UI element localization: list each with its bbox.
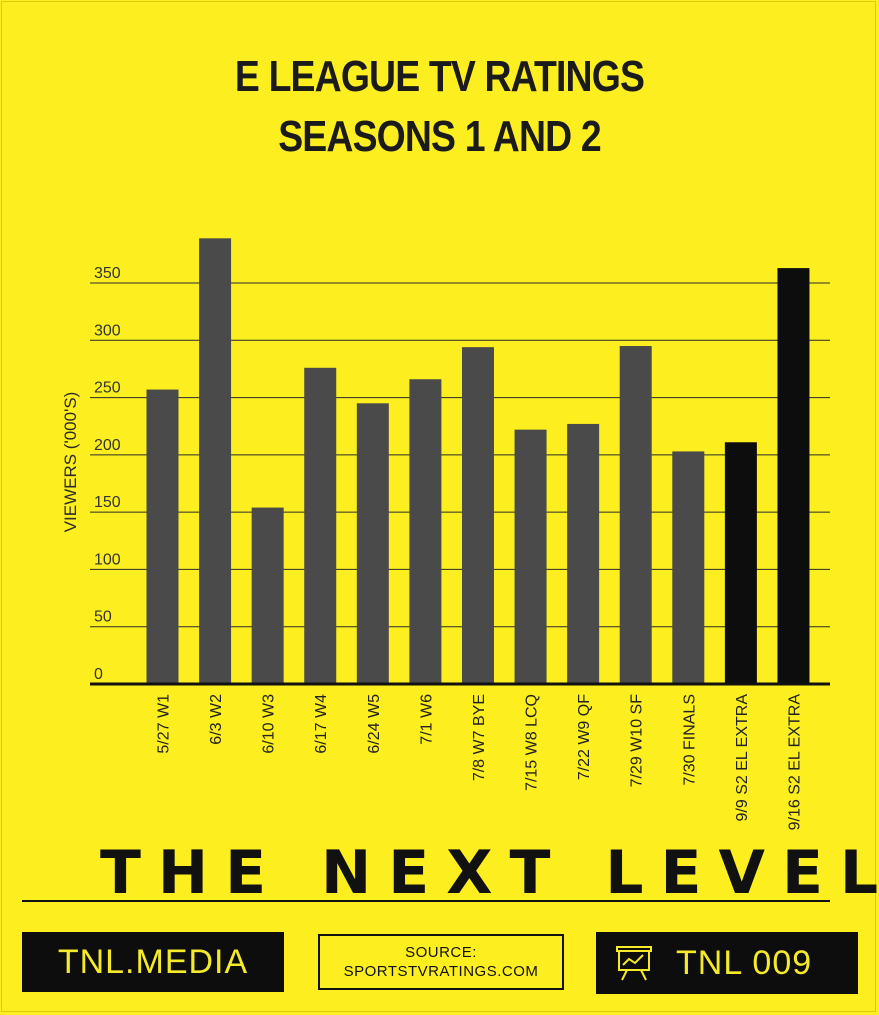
site-badge: TNL.MEDIA bbox=[22, 932, 284, 992]
y-tick-label: 50 bbox=[94, 609, 112, 626]
x-tick-label: 9/16 S2 EL EXTRA bbox=[786, 694, 803, 831]
y-tick-label: 200 bbox=[94, 437, 121, 454]
x-tick-label: 7/22 W9 QF bbox=[576, 694, 593, 780]
presentation-board-icon bbox=[614, 944, 654, 982]
chart-title-line1: E LEAGUE TV RATINGS bbox=[234, 52, 645, 101]
x-tick-label: 7/8 W7 BYE bbox=[471, 694, 488, 781]
y-tick-label: 0 bbox=[94, 666, 103, 683]
bar bbox=[251, 507, 284, 684]
y-tick-label: 350 bbox=[94, 265, 121, 282]
bar bbox=[461, 347, 494, 684]
x-tick-label: 6/17 W4 bbox=[313, 694, 330, 754]
x-tick-label: 7/30 FINALS bbox=[681, 694, 698, 786]
x-tick-label: 7/1 W6 bbox=[418, 694, 435, 745]
y-axis-label: VIEWERS ('000'S) bbox=[61, 392, 80, 533]
brand-underline bbox=[22, 900, 830, 902]
bar bbox=[146, 389, 179, 684]
y-tick-label: 250 bbox=[94, 380, 121, 397]
site-label: TNL.MEDIA bbox=[57, 942, 249, 981]
y-tick-label: 150 bbox=[94, 494, 121, 511]
bar bbox=[199, 238, 232, 684]
bar bbox=[777, 268, 810, 684]
x-tick-label: 7/29 W10 SF bbox=[629, 694, 646, 788]
bar bbox=[724, 442, 757, 684]
bar bbox=[304, 367, 337, 684]
bar bbox=[672, 451, 705, 684]
source-box: SOURCE: SPORTSTVRATINGS.COM bbox=[318, 934, 564, 990]
brand-wordmark: THE NEXT LEVEL bbox=[100, 838, 879, 908]
source-name: SPORTSTVRATINGS.COM bbox=[343, 963, 539, 980]
x-tick-label: 7/15 W8 LCQ bbox=[524, 694, 541, 791]
bar-chart: 0 50 100 150 200 250 300 350 VIEWERS ('000'S) 5/2… bbox=[61, 238, 830, 831]
source-heading: SOURCE: bbox=[405, 944, 477, 961]
x-tick-label: 9/9 S2 EL EXTRA bbox=[734, 694, 751, 822]
bar bbox=[409, 379, 442, 684]
x-tick-label: 6/10 W3 bbox=[261, 694, 278, 754]
y-tick-label: 300 bbox=[94, 322, 121, 339]
x-tick-label: 5/27 W1 bbox=[156, 694, 173, 754]
y-tick-label: 100 bbox=[94, 551, 121, 568]
bar bbox=[619, 346, 652, 684]
bar bbox=[567, 423, 600, 684]
issue-label: TNL 009 bbox=[676, 943, 813, 982]
bar bbox=[514, 429, 547, 684]
chart-title-line2: SEASONS 1 AND 2 bbox=[278, 112, 601, 161]
x-tick-label: 6/24 W5 bbox=[366, 694, 383, 754]
bar bbox=[356, 403, 389, 684]
x-tick-label: 6/3 W2 bbox=[208, 694, 225, 745]
issue-badge: TNL 009 bbox=[596, 932, 858, 994]
